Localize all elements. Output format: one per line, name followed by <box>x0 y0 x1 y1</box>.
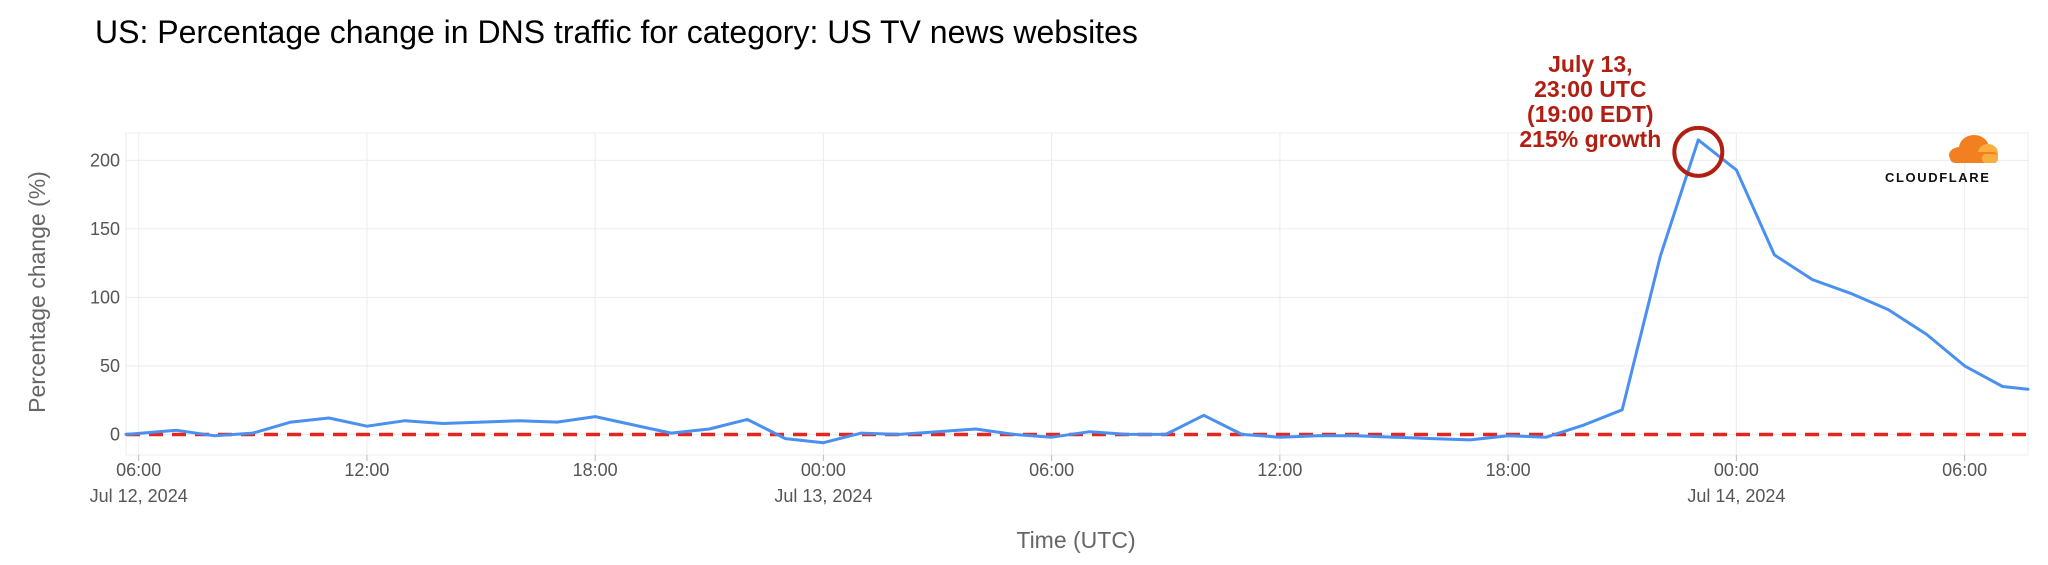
data-point <box>2026 388 2030 391</box>
y-tick-label: 200 <box>90 150 120 170</box>
data-point <box>1202 414 1206 417</box>
data-point <box>1583 423 1586 427</box>
series-line <box>124 138 2030 445</box>
data-point <box>1050 435 1053 439</box>
data-point <box>632 423 635 427</box>
x-axis-title: Time (UTC) <box>1016 527 1135 553</box>
data-point <box>1012 433 1015 436</box>
data-point <box>213 434 216 438</box>
y-tick-label: 150 <box>90 219 120 239</box>
data-point <box>1697 138 1700 142</box>
peak-highlight-circle <box>1672 125 1725 178</box>
chart-title: US: Percentage change in DNS traffic for… <box>95 14 1138 50</box>
cloudflare-logo-text: CLOUDFLARE <box>1885 170 1991 185</box>
cloudflare-cloud-icon <box>1949 135 1998 163</box>
data-point <box>1468 438 1472 442</box>
data-point <box>251 431 254 435</box>
x-tick-label: 06:00 <box>1942 460 1987 480</box>
data-point <box>974 427 977 431</box>
data-point <box>1278 435 1282 439</box>
data-point <box>517 419 521 422</box>
data-point <box>708 427 711 431</box>
x-tick-sublabel: Jul 13, 2024 <box>774 486 872 506</box>
x-tick-label: 00:00 <box>1714 460 1759 480</box>
data-point <box>289 420 293 424</box>
annotation-layer: July 13,23:00 UTC(19:00 EDT)215% growth <box>1519 51 1725 178</box>
data-point <box>936 430 939 433</box>
grid-lines <box>125 132 2029 461</box>
peak-annotation-line: 23:00 UTC <box>1534 76 1646 102</box>
data-point <box>898 433 901 436</box>
data-point <box>1164 433 1167 436</box>
peak-annotation-line: (19:00 EDT) <box>1527 101 1654 127</box>
y-tick-label: 0 <box>110 424 120 444</box>
x-tick-label: 18:00 <box>573 460 618 480</box>
data-point <box>327 416 331 420</box>
data-point <box>1887 308 1890 311</box>
axis-labels: 0 50 100 150 200 06:00 Jul 12, 2024 12:00 18:00 0… <box>90 150 1987 506</box>
data-point <box>1773 253 1776 257</box>
data-point <box>1430 437 1434 440</box>
data-point <box>1735 168 1738 172</box>
x-tick-label: 06:00 <box>116 460 161 480</box>
data-point <box>860 431 863 435</box>
x-tick-label: 12:00 <box>1257 460 1302 480</box>
data-point <box>822 441 825 444</box>
data-point <box>746 418 749 421</box>
data-point <box>175 429 178 432</box>
data-point <box>1621 408 1624 411</box>
data-point <box>555 420 559 424</box>
data-point <box>124 433 128 436</box>
data-point <box>593 415 597 418</box>
x-tick-label: 18:00 <box>1486 460 1531 480</box>
y-axis-title: Percentage change (%) <box>24 171 50 413</box>
data-point <box>1811 278 1814 281</box>
data-point <box>1544 435 1548 439</box>
data-point <box>1316 434 1320 438</box>
data-point <box>1506 434 1510 438</box>
data-point <box>479 420 483 424</box>
data-point <box>1354 434 1358 438</box>
cloudflare-logo: CLOUDFLARE <box>1885 135 1998 185</box>
peak-annotation-line: 215% growth <box>1519 126 1661 152</box>
data-point <box>1963 364 1966 368</box>
data-point <box>441 422 445 425</box>
data-point <box>1392 435 1396 439</box>
y-tick-label: 100 <box>90 287 120 307</box>
x-tick-label: 06:00 <box>1029 460 1074 480</box>
x-tick-sublabel: Jul 12, 2024 <box>90 486 188 506</box>
series-layer <box>124 138 2030 445</box>
x-tick-sublabel: Jul 14, 2024 <box>1687 486 1785 506</box>
data-point <box>403 419 407 422</box>
data-point <box>1659 255 1662 258</box>
x-tick-label: 00:00 <box>801 460 846 480</box>
data-point <box>1240 433 1244 436</box>
x-tick-label: 12:00 <box>344 460 389 480</box>
data-point <box>2001 385 2004 388</box>
data-point <box>1925 333 1928 336</box>
data-point <box>1088 430 1091 433</box>
data-point <box>1126 433 1129 436</box>
peak-annotation-line: July 13, <box>1548 51 1632 77</box>
data-point <box>670 431 673 435</box>
y-tick-label: 50 <box>100 356 120 376</box>
data-point <box>1849 292 1852 295</box>
plot-frame <box>125 132 2029 456</box>
data-point <box>784 437 787 440</box>
data-point <box>365 425 369 428</box>
